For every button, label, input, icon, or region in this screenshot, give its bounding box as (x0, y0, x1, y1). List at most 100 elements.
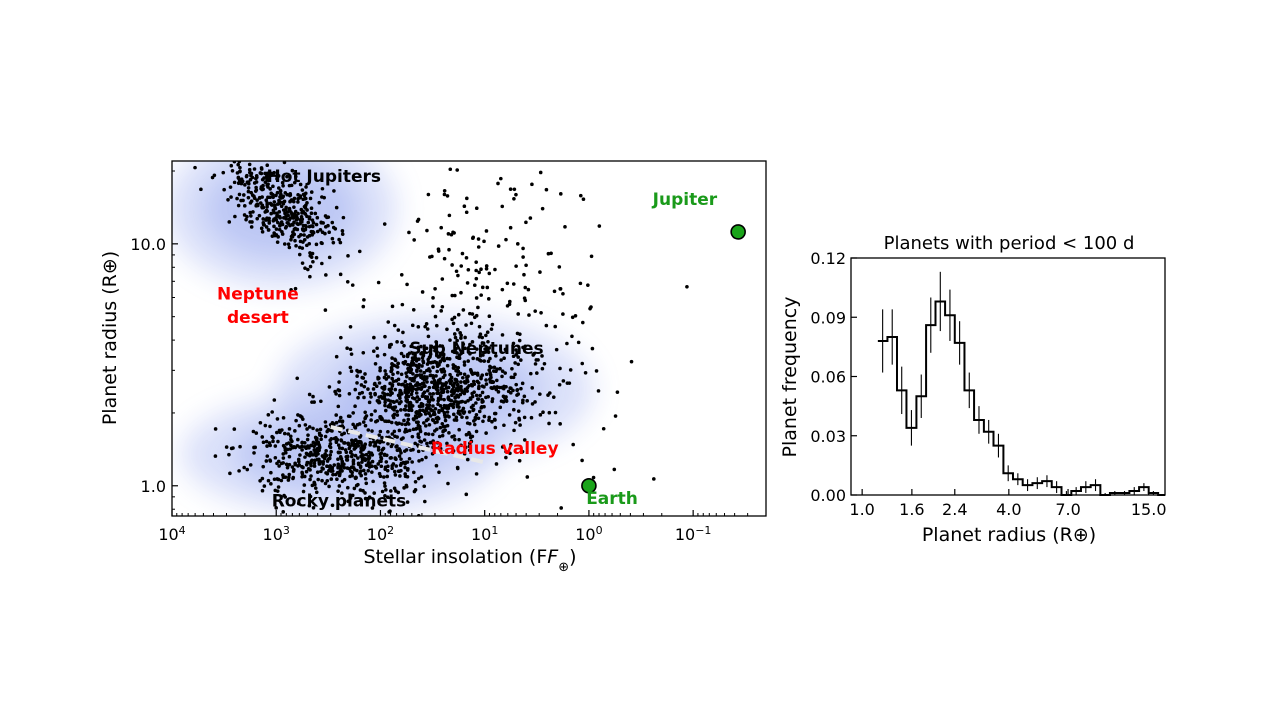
planet-point (597, 224, 602, 228)
planet-point (379, 451, 384, 455)
planet-point (428, 348, 433, 353)
planet-point (319, 241, 324, 245)
right-y-tick-label: 0.03 (810, 427, 846, 446)
planet-point (277, 227, 282, 232)
planet-point (517, 338, 522, 343)
planet-point (275, 213, 279, 218)
planet-point (439, 397, 443, 401)
planet-point (303, 445, 307, 449)
planet-point (405, 374, 409, 379)
planet-point (227, 452, 231, 457)
planet-point (565, 341, 569, 346)
planet-point (295, 227, 300, 232)
planet-point (552, 289, 557, 294)
planet-point (516, 312, 521, 316)
planet-point (246, 195, 251, 200)
planet-point (490, 386, 495, 391)
planet-point (331, 240, 336, 245)
planet-point (337, 473, 342, 478)
planet-point (284, 207, 288, 212)
planet-point (413, 354, 417, 359)
planet-point (405, 500, 410, 504)
planet-point (435, 364, 440, 369)
planet-point (502, 423, 506, 428)
planet-point (456, 411, 461, 415)
planet-point (199, 187, 203, 192)
planet-point (451, 321, 456, 326)
histogram-step-line (877, 300, 1165, 496)
planet-point (309, 190, 314, 194)
planet-point (267, 221, 272, 225)
planet-point (417, 410, 421, 415)
planet-point (338, 240, 343, 245)
planet-point (340, 419, 345, 423)
planet-point (286, 432, 291, 436)
planet-point (407, 456, 412, 461)
planet-point (330, 236, 335, 241)
planet-point (561, 312, 565, 316)
planet-point (440, 433, 445, 438)
planet-point (500, 369, 505, 374)
planet-point (378, 459, 382, 464)
planet-point (305, 214, 309, 219)
planet-point (438, 354, 442, 358)
planet-point (589, 254, 594, 259)
planet-point (275, 417, 280, 421)
planet-point (335, 477, 339, 482)
planet-point (472, 422, 477, 427)
planet-point (395, 435, 399, 439)
left-x-tick-label: 104 (158, 524, 185, 545)
planet-point (276, 485, 281, 489)
planet-point (275, 174, 279, 179)
planet-point (333, 226, 338, 231)
planet-point (403, 422, 408, 427)
planet-point (399, 457, 403, 461)
planet-point (583, 370, 588, 375)
planet-point (307, 503, 312, 508)
right-x-tick-label: 1.6 (899, 500, 924, 519)
planet-point (539, 310, 543, 315)
planet-point (450, 263, 454, 267)
planet-point (440, 384, 445, 388)
planet-point (480, 390, 485, 395)
planet-point (451, 363, 456, 367)
planet-point (388, 393, 393, 397)
right-y-tick-label: 0.00 (810, 486, 846, 505)
planet-point (591, 475, 596, 480)
planet-point (298, 182, 303, 187)
planet-point (369, 412, 374, 417)
planet-point (309, 474, 313, 478)
planet-point (383, 408, 388, 413)
planet-point (316, 477, 321, 482)
planet-point (477, 270, 481, 275)
planet-point (426, 334, 431, 339)
planet-point (382, 222, 387, 226)
planet-point (275, 430, 279, 435)
planet-point (281, 184, 285, 188)
planet-point (476, 416, 481, 421)
planet-point (352, 467, 357, 472)
planet-point (421, 352, 426, 357)
planet-point (515, 387, 520, 392)
planet-point (228, 185, 233, 189)
planet-point (338, 415, 343, 420)
planet-point (269, 470, 273, 475)
planet-point (538, 392, 542, 396)
planet-point (524, 263, 528, 268)
planet-point (403, 465, 407, 470)
planet-point (244, 217, 248, 222)
planet-point (363, 372, 367, 376)
planet-point (513, 372, 517, 377)
planet-point (476, 381, 481, 385)
planet-point (306, 267, 310, 272)
planet-point (392, 486, 397, 491)
planet-point (455, 168, 460, 172)
planet-point (386, 442, 390, 446)
planet-point (272, 200, 277, 204)
planet-point (313, 211, 318, 216)
planet-point (416, 432, 421, 437)
planet-point (417, 435, 421, 440)
planet-point (431, 391, 436, 396)
planet-point (294, 244, 298, 248)
planet-point (426, 405, 430, 409)
